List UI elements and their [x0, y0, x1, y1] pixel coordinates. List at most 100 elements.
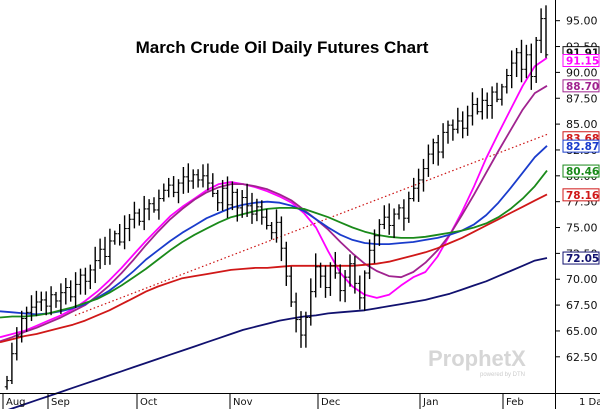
price-bar	[494, 82, 500, 103]
price-bar	[489, 86, 495, 119]
price-bar	[132, 201, 137, 229]
price-bar	[24, 306, 29, 332]
price-bar	[4, 375, 10, 390]
price-bar	[347, 254, 353, 287]
price-tag-label: 78.16	[566, 190, 599, 202]
price-bar	[29, 295, 34, 322]
price-tag-label: 72.05	[566, 253, 599, 265]
price-bar	[333, 251, 338, 279]
price-bar	[298, 311, 304, 348]
price-bar	[357, 275, 362, 310]
price-bar	[166, 177, 171, 198]
price-bar	[34, 290, 39, 317]
price-bar	[44, 291, 49, 316]
moving-average-line-4	[0, 170, 548, 319]
price-bar	[225, 176, 230, 219]
price-bar	[137, 208, 142, 226]
price-bar	[362, 270, 367, 311]
price-bar	[244, 183, 250, 217]
price-tag: 91.15	[562, 54, 600, 68]
y-tick-label: 67.50	[566, 299, 598, 312]
price-bar	[303, 311, 309, 348]
price-bar	[274, 209, 279, 243]
price-tag-label: 91.15	[566, 56, 599, 68]
x-tick-label: Nov	[233, 397, 253, 408]
price-bar	[48, 286, 54, 316]
price-bar	[279, 216, 284, 262]
price-bar	[465, 105, 470, 136]
price-bar	[284, 241, 289, 286]
price-tag: 88.70	[562, 79, 600, 93]
price-bar	[9, 342, 15, 385]
price-bar	[259, 200, 264, 225]
moving-average-line-6	[7, 257, 548, 409]
price-bar	[156, 189, 162, 220]
price-bar	[455, 107, 460, 134]
price-bar	[401, 199, 407, 231]
x-tick-label: Dec	[321, 397, 340, 408]
price-bar	[142, 195, 147, 231]
price-bar	[122, 215, 127, 250]
price-bar	[14, 327, 19, 361]
price-bar	[421, 158, 426, 192]
price-tag: 82.87	[562, 139, 600, 153]
price-bar	[372, 229, 377, 264]
price-bar	[58, 283, 64, 314]
price-bar	[391, 208, 397, 239]
price-bar	[538, 8, 544, 54]
price-bar	[195, 169, 201, 188]
price-bar	[524, 44, 529, 79]
price-bar	[191, 169, 196, 189]
price-bar	[519, 39, 524, 83]
price-tag-label: 80.46	[566, 166, 599, 178]
price-bar	[352, 256, 358, 294]
x-tick-label: Oct	[140, 397, 157, 408]
price-bar	[235, 188, 240, 222]
price-bar	[254, 198, 260, 222]
prophetx-watermark: ProphetX powered by DTN	[428, 346, 526, 378]
watermark-sub: powered by DTN	[480, 372, 525, 378]
price-tag: 80.46	[562, 164, 600, 178]
y-tick-label: 70.00	[566, 273, 598, 286]
price-bar	[186, 163, 191, 193]
price-bar	[431, 138, 436, 165]
price-bar	[534, 36, 539, 83]
price-bar	[318, 262, 323, 288]
price-bar	[146, 199, 152, 221]
price-bar	[387, 203, 392, 235]
period-label: 1 Day	[579, 397, 600, 408]
price-bar	[264, 209, 269, 230]
price-bar	[127, 214, 132, 242]
price-bar	[440, 123, 446, 159]
price-bar	[445, 120, 451, 144]
price-bar	[367, 239, 372, 280]
price-bar	[499, 83, 505, 106]
price-bar	[102, 236, 108, 266]
price-bar	[220, 179, 225, 211]
price-bars-layer	[4, 5, 549, 390]
price-bar	[112, 230, 117, 245]
y-tick-label: 62.50	[566, 351, 598, 364]
price-bar	[176, 179, 181, 204]
y-tick-label: 75.00	[566, 222, 598, 235]
price-tag: 72.05	[562, 251, 600, 265]
price-bar	[475, 97, 480, 115]
price-bar	[450, 119, 456, 141]
trendline-layer	[74, 133, 548, 316]
trendline	[74, 133, 548, 316]
price-bar	[514, 47, 519, 78]
moving-averages-layer	[0, 57, 548, 409]
price-bar	[107, 228, 113, 265]
chart-title: March Crude Oil Daily Futures Chart	[136, 38, 429, 57]
price-bar	[504, 68, 509, 94]
price-bar	[436, 134, 441, 166]
price-bar	[210, 173, 215, 198]
price-bar	[230, 181, 235, 211]
x-tick-label: Jan	[422, 397, 438, 408]
x-tick-label: Sep	[51, 397, 70, 408]
y-tick-label: 87.50	[566, 92, 598, 105]
price-bar	[93, 246, 98, 284]
